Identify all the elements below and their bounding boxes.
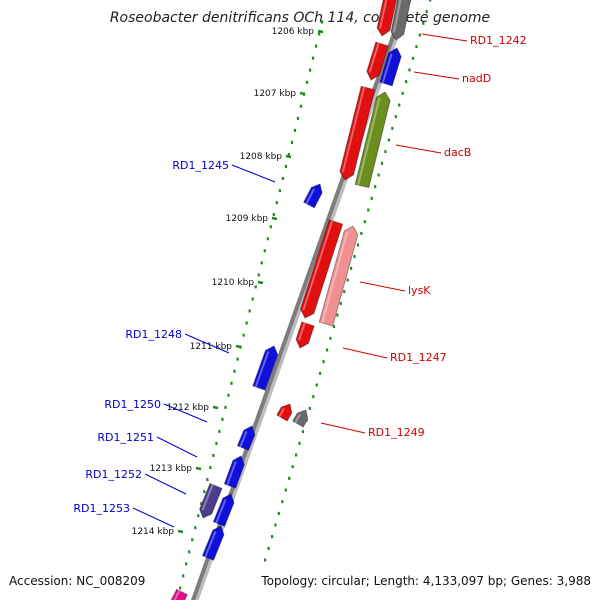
accession-label: Accession: NC_008209 bbox=[9, 574, 146, 588]
kbp-tick-label: 1210 kbp bbox=[212, 278, 255, 288]
gene-highlight bbox=[239, 430, 248, 448]
minus-label-leader bbox=[184, 333, 230, 354]
plus-gene-arrow[interactable] bbox=[354, 91, 391, 189]
minus-gene-label[interactable]: RD1_1250 bbox=[104, 398, 161, 411]
gene-highlight bbox=[368, 42, 380, 73]
minus-gene-label[interactable]: RD1_1252 bbox=[85, 468, 142, 481]
minus-gene-arrow[interactable] bbox=[236, 425, 256, 451]
plus-gene-arrow[interactable] bbox=[376, 0, 398, 37]
minus-gene-arrow[interactable] bbox=[223, 455, 245, 489]
minus-label-leader bbox=[144, 473, 187, 495]
gene-highlight bbox=[226, 461, 237, 486]
gene-highlight bbox=[278, 408, 285, 418]
gene-highlight bbox=[302, 220, 334, 311]
kbp-tick bbox=[177, 529, 184, 534]
kbp-tick bbox=[317, 29, 324, 34]
plus-label-leader bbox=[413, 71, 460, 80]
minus-gene-arrow[interactable] bbox=[170, 588, 189, 600]
minus-gene-arrow[interactable] bbox=[212, 493, 235, 527]
gene-highlight bbox=[305, 188, 315, 205]
gene-highlight bbox=[204, 530, 217, 558]
plus-gene-label[interactable]: dacB bbox=[444, 146, 471, 159]
plus-gene-arrow[interactable] bbox=[366, 41, 389, 81]
dot-tracks bbox=[175, 0, 432, 600]
plus-gene-label[interactable]: RD1_1242 bbox=[470, 34, 527, 47]
gene-highlight bbox=[297, 322, 306, 341]
plus-label-leader bbox=[421, 33, 468, 42]
kbp-tick bbox=[212, 405, 219, 410]
kbp-tick-label: 1211 kbp bbox=[190, 342, 233, 352]
minus-gene-arrow[interactable] bbox=[201, 525, 225, 561]
kbp-tick bbox=[299, 91, 306, 96]
kbp-tick-label: 1208 kbp bbox=[240, 152, 283, 162]
plus-gene-label[interactable]: nadD bbox=[462, 72, 491, 85]
plus-gene-arrow[interactable] bbox=[318, 225, 359, 327]
plus-gene-arrow[interactable] bbox=[276, 403, 293, 422]
minus-label-leader bbox=[231, 164, 276, 183]
kbp-tick-label: 1214 kbp bbox=[132, 527, 175, 537]
plus-gene-label[interactable]: RD1_1247 bbox=[390, 351, 447, 364]
kbp-tick bbox=[235, 344, 242, 349]
minus-gene-label[interactable]: RD1_1253 bbox=[73, 502, 130, 515]
genome-summary: Topology: circular; Length: 4,133,097 bp… bbox=[261, 574, 591, 588]
plus-gene-arrow[interactable] bbox=[379, 47, 402, 87]
minus-gene-arrow[interactable] bbox=[303, 183, 323, 209]
minus-label-leader bbox=[156, 436, 198, 458]
kbp-tick-label: 1212 kbp bbox=[167, 403, 210, 413]
kbp-tick bbox=[271, 216, 278, 221]
kbp-tick bbox=[257, 280, 264, 285]
kbp-ticks: 1206 kbp 1207 kbp 1208 kbp 1209 kbp 1210 kbp… bbox=[132, 27, 324, 537]
gene-highlight bbox=[173, 590, 181, 600]
gene-highlight bbox=[379, 0, 388, 29]
plus-gene-arrow[interactable] bbox=[299, 219, 344, 319]
gene-highlight bbox=[321, 231, 349, 324]
gene-highlight bbox=[294, 414, 301, 424]
kbp-tick-label: 1209 kbp bbox=[226, 214, 269, 224]
gene-highlight bbox=[381, 53, 393, 84]
kbp-tick bbox=[195, 466, 202, 471]
plus-label-leader bbox=[395, 144, 442, 154]
kbp-tick-label: 1207 kbp bbox=[254, 89, 297, 99]
gene-highlight bbox=[357, 97, 381, 186]
gene-highlight bbox=[254, 351, 270, 388]
plus-gene-arrow[interactable] bbox=[292, 409, 309, 428]
plus-label-leader bbox=[320, 422, 366, 434]
genes bbox=[170, 0, 412, 600]
minus-label-leader bbox=[163, 403, 208, 423]
gene-labels: RD1_1242 nadD dacB lysK RD1_1247 RD1_1249 RD1_… bbox=[73, 33, 527, 528]
kbp-tick bbox=[285, 154, 292, 159]
plus-gene-label[interactable]: RD1_1249 bbox=[368, 426, 425, 439]
plus-gene-label[interactable]: lysK bbox=[408, 284, 431, 297]
minus-gene-arrow[interactable] bbox=[252, 345, 279, 391]
minus-gene-label[interactable]: RD1_1245 bbox=[172, 159, 229, 172]
plus-gene-arrow[interactable] bbox=[295, 321, 315, 349]
minus-gene-label[interactable]: RD1_1251 bbox=[97, 431, 154, 444]
gene-highlight bbox=[341, 86, 366, 173]
gene-highlight bbox=[201, 484, 214, 511]
plus-label-leader bbox=[342, 347, 388, 359]
gene-highlight bbox=[392, 0, 402, 33]
plus-gene-arrow[interactable] bbox=[390, 0, 412, 41]
kbp-tick-label: 1213 kbp bbox=[150, 464, 193, 474]
gene-highlight bbox=[215, 499, 227, 524]
minus-gene-label[interactable]: RD1_1248 bbox=[125, 328, 182, 341]
kbp-tick-label: 1206 kbp bbox=[272, 27, 315, 37]
minus-label-leader bbox=[132, 507, 175, 528]
plus-label-leader bbox=[359, 281, 406, 292]
plus-gene-arrow[interactable] bbox=[339, 85, 376, 181]
minus-gene-arrow[interactable] bbox=[199, 482, 223, 519]
